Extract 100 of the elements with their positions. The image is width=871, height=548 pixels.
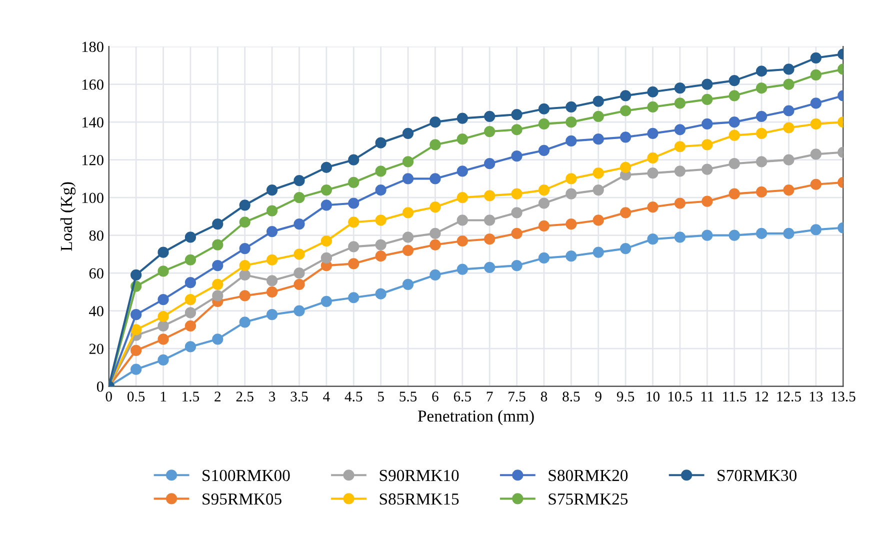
point	[212, 260, 224, 272]
point	[239, 242, 250, 254]
point	[375, 166, 386, 177]
point	[674, 232, 686, 243]
point	[783, 122, 794, 134]
point	[158, 320, 169, 332]
point	[674, 198, 686, 209]
point	[320, 252, 332, 264]
point	[538, 198, 550, 209]
point	[702, 78, 713, 90]
point	[402, 128, 414, 139]
x-tick-label: 6	[432, 392, 438, 402]
point	[592, 246, 604, 258]
point	[566, 116, 577, 128]
point	[184, 254, 196, 266]
point	[756, 110, 768, 122]
point	[212, 334, 224, 345]
point	[375, 239, 386, 250]
point	[212, 290, 224, 302]
point	[484, 190, 496, 202]
x-tick-label: 13	[810, 392, 823, 402]
point	[756, 66, 768, 77]
point	[511, 150, 522, 162]
point	[756, 128, 768, 139]
point	[810, 224, 822, 236]
point	[674, 82, 686, 94]
point	[430, 201, 441, 213]
point	[320, 162, 332, 173]
point	[728, 90, 740, 102]
point	[430, 269, 441, 281]
point	[130, 364, 142, 375]
point	[647, 86, 658, 98]
point	[783, 228, 794, 240]
y-tick-label: 0	[96, 381, 104, 392]
x-tick-label: 3.5	[290, 392, 308, 402]
point	[810, 52, 822, 64]
point	[511, 207, 522, 218]
point	[348, 198, 360, 209]
point	[184, 276, 196, 288]
point	[130, 309, 142, 320]
point	[402, 207, 414, 218]
x-tick-label: 8.5	[562, 392, 580, 402]
point	[538, 220, 550, 232]
point	[266, 226, 278, 238]
point	[592, 110, 604, 122]
point	[538, 118, 550, 130]
point	[402, 232, 414, 243]
point	[566, 250, 577, 262]
x-tick-label: 7.5	[508, 392, 526, 402]
x-tick-label: 11	[701, 392, 714, 402]
point	[592, 96, 604, 107]
point	[728, 116, 740, 128]
point	[375, 184, 386, 196]
point	[456, 214, 468, 226]
point	[620, 132, 632, 143]
point	[348, 241, 360, 252]
point	[430, 139, 441, 150]
point	[810, 118, 822, 130]
point	[239, 216, 250, 228]
point	[728, 230, 740, 241]
point	[266, 254, 278, 266]
point	[130, 324, 142, 336]
point	[294, 305, 305, 316]
point	[320, 184, 332, 196]
point	[239, 269, 250, 281]
point	[702, 164, 713, 175]
point	[702, 118, 713, 130]
point	[430, 228, 441, 240]
point	[756, 156, 768, 168]
y-tick-label: 20	[89, 344, 104, 354]
y-tick-label: 60	[89, 268, 104, 279]
point	[294, 218, 305, 230]
point	[375, 288, 386, 300]
point	[239, 290, 250, 302]
x-tick-label: 10.5	[668, 392, 692, 402]
point	[511, 260, 522, 272]
point	[620, 105, 632, 116]
point	[375, 137, 386, 148]
point	[702, 139, 713, 150]
point	[783, 154, 794, 166]
y-tick-label: 80	[89, 230, 104, 241]
point	[484, 262, 496, 273]
point	[511, 108, 522, 120]
point	[620, 90, 632, 102]
point	[592, 167, 604, 179]
point	[484, 126, 496, 138]
x-tick-label: 11.5	[723, 392, 746, 402]
point	[348, 176, 360, 188]
y-tick-label: 40	[89, 306, 104, 316]
point	[592, 214, 604, 226]
y-tick-label: 140	[82, 117, 104, 128]
x-tick-label: 6.5	[454, 392, 471, 402]
point	[647, 201, 658, 213]
legend-label: S95RMK05	[202, 493, 282, 505]
point	[239, 316, 250, 328]
point	[674, 98, 686, 109]
point	[484, 158, 496, 170]
x-axis-title: Penetration (mm)	[418, 410, 534, 426]
point	[756, 82, 768, 94]
x-tick-label: 5.5	[400, 392, 417, 402]
